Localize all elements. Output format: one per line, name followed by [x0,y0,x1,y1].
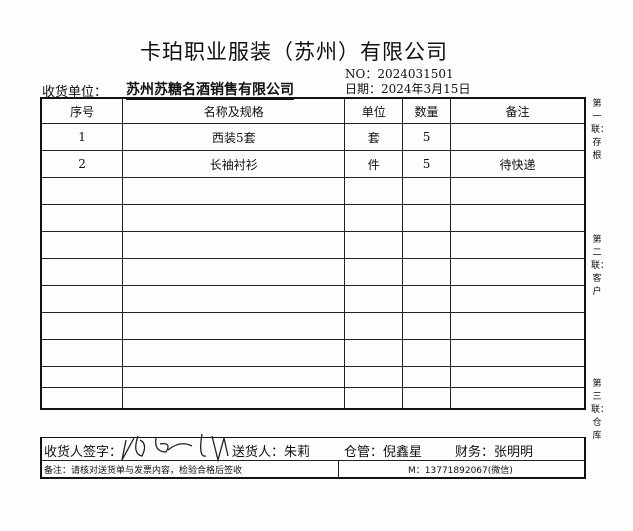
remark-cell [449,285,586,313]
warehouse-keeper: 仓管：倪鑫星 [344,445,423,460]
table-row: 1 西装5套套 5 [40,123,586,151]
item-name-cell: 长袖衬衫 [122,150,346,178]
item-name-cell [122,204,346,232]
unit-cell [344,312,404,340]
copy-label-2: 第二联：客户 [591,235,610,297]
note: 备注：请核对送货单与发票内容，检验合格后签收 [44,466,243,476]
table-row: 2 长袖衬衫件 5 待快递 [40,150,586,178]
unit-cell [344,177,404,205]
column-header-unit: 单位 [344,97,404,124]
column-header-item-name: 名称及规格 [122,97,346,124]
table-row [40,366,586,388]
items-table: 序号 名称及规格 单位 数量 备注 1 西装5套套 5 2 长袖衬衫件 5 待快递 [40,97,586,410]
remark-cell [449,312,586,340]
courier: 送货人：朱莉 [232,445,311,460]
signature-section: 收货人签字： 送货人：朱莉 仓管：倪鑫星 财务：张明明 备注：请核对送货单与发票… [40,433,586,479]
item-name-cell [122,366,346,388]
table-row [40,387,586,410]
contact: M：13771892067(微信) [408,466,513,476]
unit-cell [344,231,404,259]
unit-cell [344,285,404,313]
quantity-cell [402,231,451,259]
copy-label-3: 第三联：仓库 [591,379,610,441]
unit-cell [344,366,404,388]
item-name-cell: 西装5套 [122,123,346,151]
table-row [40,312,586,340]
column-header-quantity: 数量 [402,97,451,124]
document-date: 日期：2024年3月15日 [345,82,471,96]
item-name-cell [122,312,346,340]
item-name-cell [122,177,346,205]
item-name-cell [122,285,346,313]
remark-cell [449,339,586,367]
row-index-cell: 2 [40,150,124,178]
row-index-cell [40,387,124,410]
remark-cell [449,387,586,410]
company-title: 卡珀职业服装（苏州）有限公司 [140,40,448,64]
quantity-cell: 5 [402,123,451,151]
column-header-remark: 备注 [449,97,586,124]
table-row [40,258,586,286]
quantity-cell [402,339,451,367]
item-name-cell [122,258,346,286]
quantity-cell [402,387,451,410]
quantity-cell [402,177,451,205]
quantity-cell [402,258,451,286]
handwritten-signature [121,433,229,463]
signature-row: 收货人签字： 送货人：朱莉 仓管：倪鑫星 财务：张明明 [42,433,584,463]
item-name-cell [122,231,346,259]
table-row [40,339,586,367]
quantity-cell: 5 [402,150,451,178]
note-row: 备注：请核对送货单与发票内容，检验合格后签收 M：13771892067(微信) [42,460,584,478]
quantity-cell [402,366,451,388]
row-index-cell [40,366,124,388]
row-index-cell [40,312,124,340]
unit-cell [344,204,404,232]
remark-cell: 待快递 [449,150,586,178]
unit-cell: 件 [344,150,404,178]
column-header-row-index: 序号 [40,97,124,124]
quantity-cell [402,204,451,232]
unit-cell [344,339,404,367]
row-index-cell [40,339,124,367]
quantity-cell [402,285,451,313]
unit-cell: 套 [344,123,404,151]
table-row [40,204,586,232]
remark-cell [449,366,586,388]
copy-label-1: 第一联：存根 [591,99,610,161]
row-index-cell: 1 [40,123,124,151]
signer-label: 收货人签字： [44,445,123,460]
row-index-cell [40,285,124,313]
row-index-cell [40,231,124,259]
table-row [40,285,586,313]
item-name-cell [122,387,346,410]
row-index-cell [40,258,124,286]
document-number: NO：2024031501 [345,67,454,81]
remark-cell [449,231,586,259]
quantity-cell [402,312,451,340]
remark-cell [449,177,586,205]
table-row [40,231,586,259]
row-index-cell [40,177,124,205]
table-row [40,177,586,205]
item-name-cell [122,339,346,367]
row-index-cell [40,204,124,232]
remark-cell [449,204,586,232]
unit-cell [344,258,404,286]
receiver-label: 收货单位： [42,85,108,100]
finance: 财务：张明明 [455,445,534,460]
remark-cell [449,258,586,286]
table-header: 序号 名称及规格 单位 数量 备注 [40,97,586,124]
unit-cell [344,387,404,410]
remark-cell [449,123,586,151]
